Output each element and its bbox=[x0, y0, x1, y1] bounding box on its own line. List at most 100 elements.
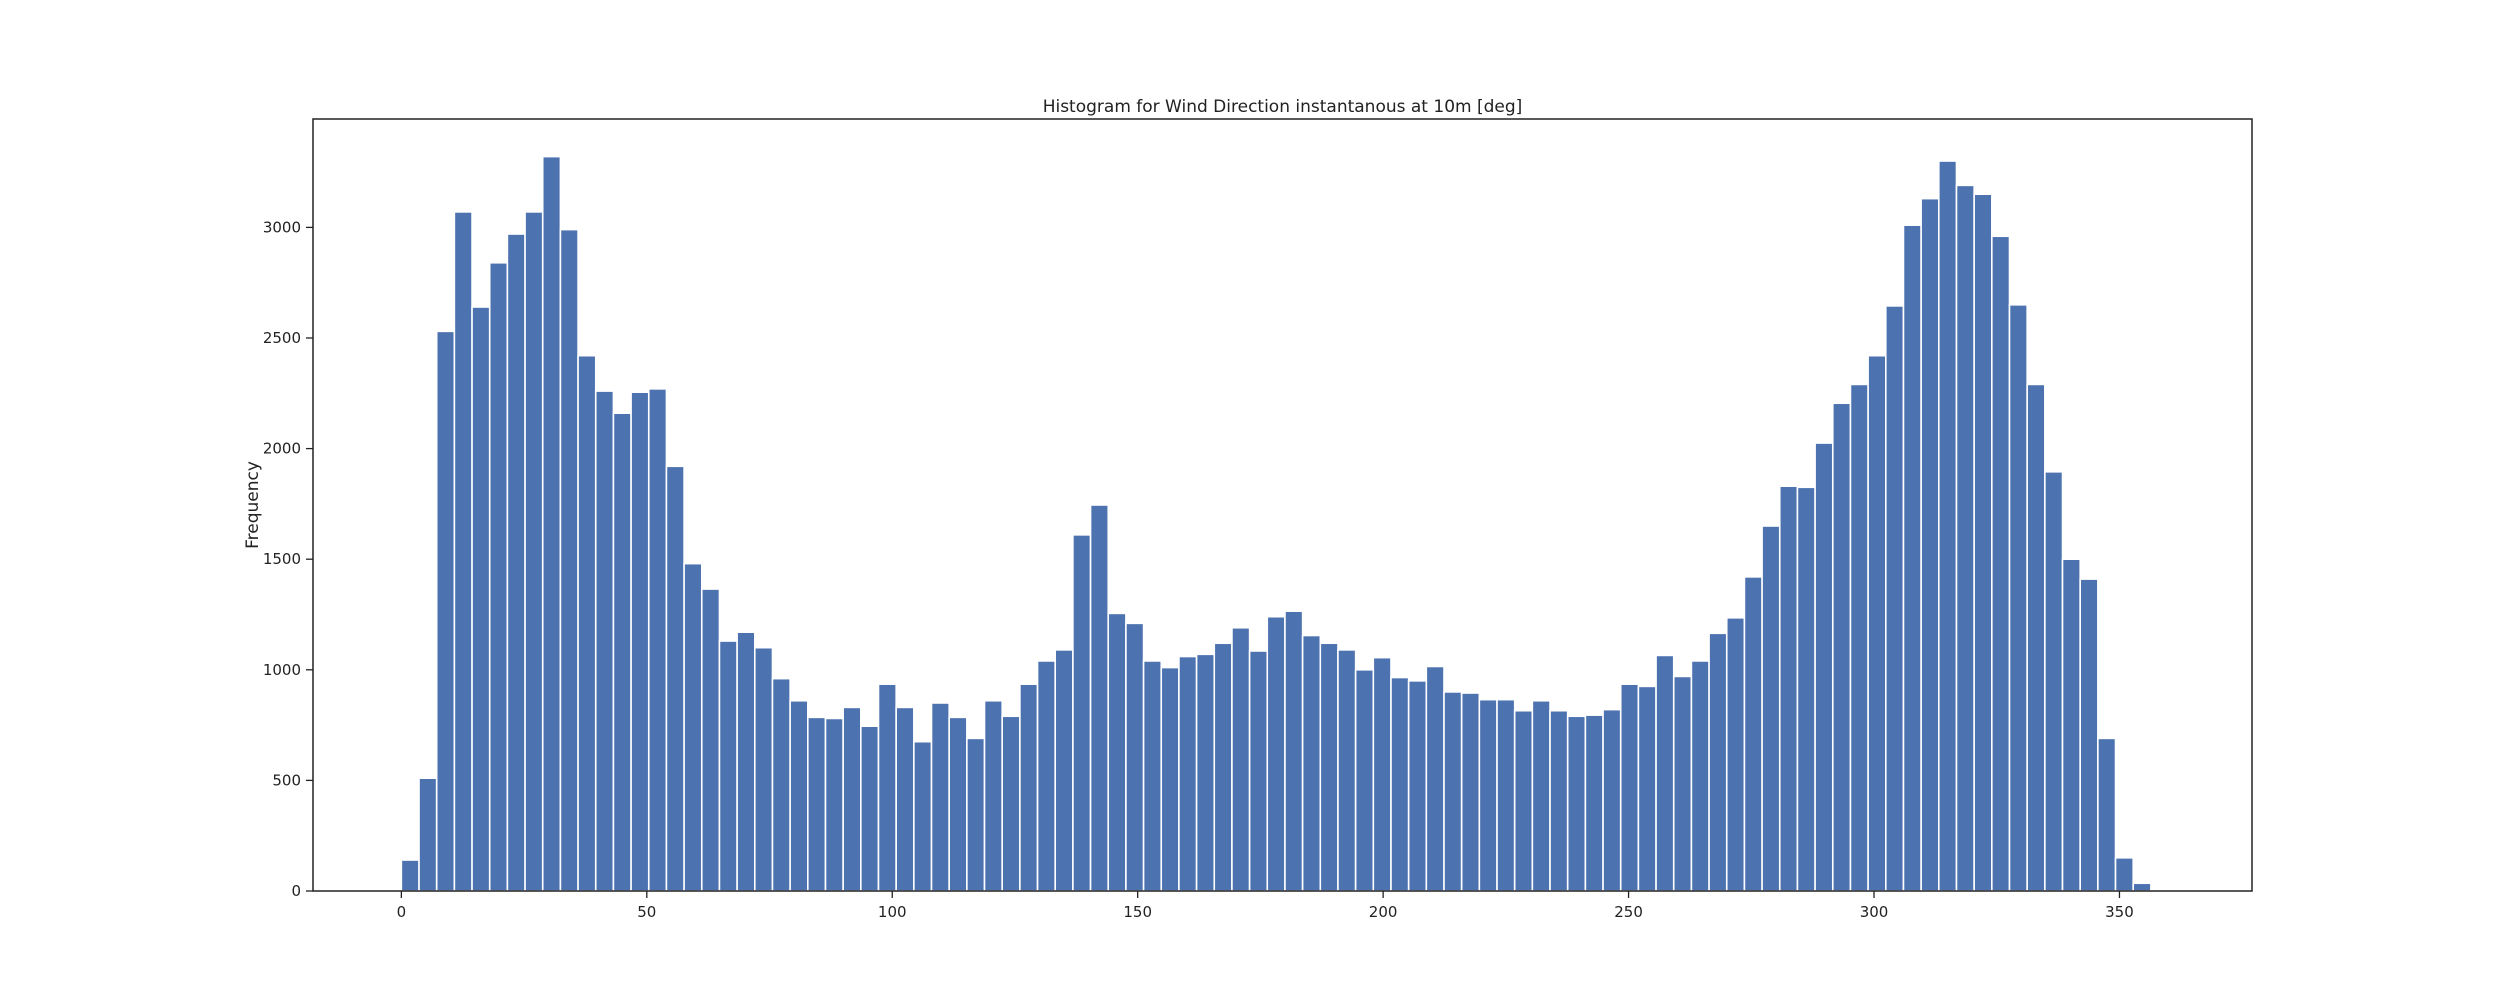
histogram-bar bbox=[1319, 642, 1339, 892]
x-tick-label: 0 bbox=[397, 903, 407, 921]
histogram-bar bbox=[2061, 558, 2081, 892]
histogram-bar bbox=[1902, 224, 1922, 892]
histogram-bar bbox=[1266, 615, 1286, 892]
y-axis: 0 500 1000 1500 2000 2500 3000 bbox=[263, 218, 313, 900]
histogram-bar bbox=[1107, 612, 1127, 892]
histogram-bar bbox=[1761, 525, 1781, 892]
x-tick-label: 150 bbox=[1123, 903, 1152, 921]
histogram-bar bbox=[807, 716, 827, 892]
histogram-bar bbox=[1036, 660, 1057, 892]
histogram-bar bbox=[1337, 649, 1357, 892]
histogram-bar bbox=[2079, 578, 2099, 892]
histogram-bar bbox=[1301, 634, 1322, 892]
histogram-bar bbox=[1089, 504, 1110, 892]
histogram-bar bbox=[1213, 642, 1233, 892]
histogram-bar bbox=[1372, 656, 1392, 892]
histogram-bar bbox=[771, 677, 791, 892]
histogram-bar bbox=[1284, 610, 1304, 892]
y-tick-label: 0 bbox=[291, 882, 301, 900]
x-tick-label: 50 bbox=[637, 903, 656, 921]
histogram-bar bbox=[877, 683, 897, 892]
histogram-bar bbox=[2044, 471, 2064, 892]
y-tick-label: 1000 bbox=[263, 661, 301, 679]
histogram-bar bbox=[1531, 699, 1551, 892]
histogram-bar bbox=[471, 306, 491, 892]
histogram-bar bbox=[1708, 632, 1728, 892]
x-tick-label: 200 bbox=[1369, 903, 1398, 921]
x-axis: 0 50 100 150 200 250 300 350 bbox=[397, 891, 2134, 921]
y-tick-label: 1500 bbox=[263, 550, 301, 568]
histogram-bar bbox=[895, 706, 915, 892]
histogram-bar bbox=[1778, 485, 1799, 892]
histogram-bar bbox=[506, 233, 526, 892]
histogram-bar bbox=[1743, 576, 1763, 892]
histogram-bar bbox=[1885, 305, 1905, 892]
histogram-bar bbox=[559, 228, 579, 892]
histogram-bar bbox=[1637, 685, 1657, 892]
histogram-bar bbox=[1938, 160, 1958, 892]
y-tick-label: 500 bbox=[272, 771, 301, 789]
histogram-bar bbox=[1867, 354, 1887, 892]
histogram-bar bbox=[665, 465, 685, 892]
histogram-bar bbox=[683, 562, 703, 892]
histogram-bar bbox=[2008, 304, 2028, 892]
histogram-bar bbox=[860, 725, 880, 892]
histogram-bar bbox=[789, 699, 809, 892]
y-tick-label: 2500 bbox=[263, 329, 301, 347]
histogram-bar bbox=[1796, 486, 1816, 892]
histogram-bar bbox=[913, 740, 933, 892]
histogram-bar bbox=[1195, 653, 1216, 892]
histogram-bar bbox=[647, 388, 668, 892]
x-tick-label: 350 bbox=[2105, 903, 2134, 921]
histogram-bar bbox=[1831, 402, 1852, 892]
y-tick-label: 2000 bbox=[263, 440, 301, 458]
histogram-bar bbox=[700, 588, 721, 892]
histogram-bar bbox=[1584, 714, 1604, 892]
histogram-bar bbox=[1072, 534, 1092, 892]
histogram-bar bbox=[2097, 737, 2117, 892]
histogram-bar bbox=[1142, 660, 1163, 892]
histogram-bar bbox=[1054, 649, 1074, 892]
histogram-bar bbox=[1019, 683, 1039, 892]
histogram-bar bbox=[718, 640, 738, 892]
histogram-bar bbox=[1672, 675, 1693, 892]
histogram-bar bbox=[1390, 676, 1410, 892]
histogram-bar bbox=[948, 716, 968, 892]
histogram-bar bbox=[418, 777, 438, 892]
histogram-bar bbox=[1655, 654, 1675, 892]
histogram-bar bbox=[630, 391, 650, 892]
histogram-bar bbox=[1354, 668, 1375, 892]
histogram-bar bbox=[983, 699, 1004, 892]
histogram-bar bbox=[2132, 882, 2152, 892]
histogram-bar bbox=[1849, 383, 1869, 892]
histogram-bar bbox=[1407, 680, 1428, 892]
histogram-bar bbox=[1955, 184, 1975, 892]
plot-frame bbox=[312, 118, 2253, 892]
histogram-bar bbox=[1425, 665, 1445, 892]
histogram-bar bbox=[1991, 235, 2011, 892]
histogram-bar bbox=[1125, 622, 1145, 892]
histogram-bar bbox=[1460, 692, 1481, 892]
histogram-bar bbox=[488, 261, 509, 892]
histogram-bar bbox=[1160, 666, 1180, 892]
histogram-bar bbox=[435, 330, 456, 892]
histogram-bar bbox=[1443, 691, 1463, 892]
histogram-bar bbox=[1566, 715, 1587, 892]
histogram-bar bbox=[2114, 857, 2135, 892]
histogram-bar bbox=[524, 211, 544, 892]
histogram-bar bbox=[1920, 197, 1940, 892]
histogram-bar bbox=[1496, 698, 1516, 892]
y-tick-label: 3000 bbox=[263, 218, 301, 236]
histogram-bar bbox=[1478, 698, 1498, 892]
histogram-bar bbox=[2026, 383, 2046, 892]
x-tick-label: 250 bbox=[1614, 903, 1643, 921]
histogram-bar bbox=[842, 706, 862, 892]
histogram-bar bbox=[577, 354, 597, 892]
chart-title: Histogram for Wind Direction instantanou… bbox=[1043, 97, 1523, 117]
histogram-bar bbox=[824, 717, 844, 892]
y-axis-label: Frequency bbox=[243, 461, 263, 549]
histogram-bar bbox=[1549, 709, 1569, 892]
histogram-bar bbox=[1248, 650, 1269, 892]
histogram-bar bbox=[753, 646, 774, 892]
